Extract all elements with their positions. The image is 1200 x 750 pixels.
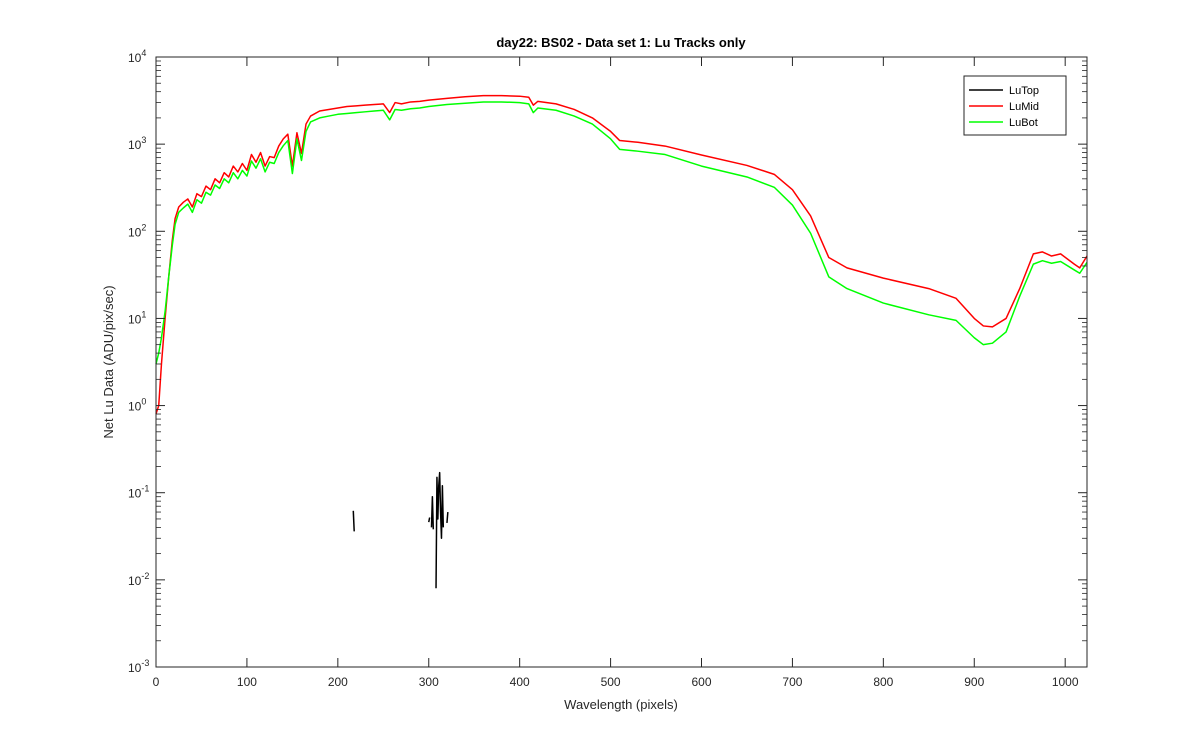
y-tick-label: 10-1 [128, 484, 149, 501]
x-tick-label: 800 [873, 675, 893, 689]
series-line-lutop-segment-2 [430, 495, 435, 530]
axes-box [155, 56, 1088, 668]
x-tick-label: 600 [691, 675, 711, 689]
x-axis-label: Wavelength (pixels) [564, 697, 678, 712]
x-tick-label: 300 [419, 675, 439, 689]
y-tick-label: 104 [128, 48, 146, 65]
ticks-layer: 0 100 200 300 400 500 600 700 800 900 1000 10-3 10-2… [128, 48, 1087, 689]
legend-label-lutop: LuTop [1009, 85, 1039, 97]
x-tick-label: 400 [510, 675, 530, 689]
x-tick-label: 900 [964, 675, 984, 689]
x-tick-label: 0 [153, 675, 160, 689]
plot-area [156, 57, 1087, 667]
y-axis-label: Net Lu Data (ADU/pix/sec) [101, 285, 116, 438]
y-tick-label: 103 [128, 135, 146, 152]
chart-title: day22: BS02 - Data set 1: Lu Tracks only [496, 35, 746, 50]
series-line-lutop-segment-1 [428, 517, 431, 523]
y-tick-label: 10-2 [128, 571, 149, 588]
y-tick-label: 101 [128, 309, 146, 326]
y-tick-label: 102 [128, 222, 146, 239]
y-tick-label: 100 [128, 397, 146, 414]
series-line-lutop-segment-3 [435, 471, 445, 589]
legend-label-lubot: LuBot [1009, 117, 1038, 129]
series-layer [155, 94, 1088, 589]
series-line-lutop-segment-0 [352, 510, 355, 532]
x-tick-label: 100 [237, 675, 257, 689]
x-tick-label: 700 [782, 675, 802, 689]
series-line-lutop-segment-4 [446, 511, 449, 523]
x-tick-label: 1000 [1052, 675, 1079, 689]
x-tick-label: 200 [328, 675, 348, 689]
legend-label-lumid: LuMid [1009, 101, 1039, 113]
legend: LuTop LuMid LuBot [963, 75, 1067, 136]
y-tick-label: 10-3 [128, 658, 149, 675]
series-line-lubot [155, 101, 1088, 365]
series-line-lumid [155, 94, 1088, 415]
x-tick-label: 500 [601, 675, 621, 689]
